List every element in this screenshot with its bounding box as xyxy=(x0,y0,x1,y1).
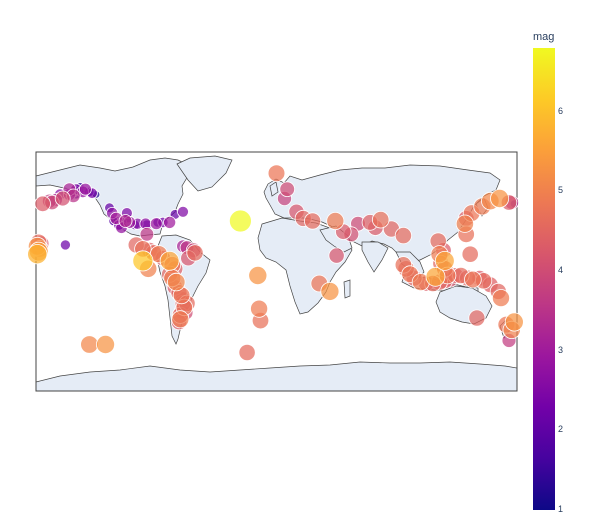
earthquake-marker[interactable] xyxy=(320,281,340,301)
colorbar-tick-label: 5 xyxy=(558,185,564,196)
earthquake-marker[interactable] xyxy=(434,250,455,271)
antarctica xyxy=(35,361,518,392)
earthquake-marker[interactable] xyxy=(326,211,345,230)
earthquake-marker[interactable] xyxy=(468,309,486,327)
earthquake-marker[interactable] xyxy=(455,214,474,233)
colorbar-tick-label: 4 xyxy=(558,265,564,276)
earthquake-marker[interactable] xyxy=(186,244,204,262)
earthquake-marker[interactable] xyxy=(394,227,412,245)
earthquake-marker[interactable] xyxy=(132,250,154,272)
greenland xyxy=(176,155,233,192)
earthquake-marker[interactable] xyxy=(464,270,482,289)
colorbar-tick-label: 1 xyxy=(558,504,564,514)
earthquake-marker[interactable] xyxy=(425,266,446,287)
earthquake-marker[interactable] xyxy=(372,210,390,229)
earthquake-marker[interactable] xyxy=(228,209,252,233)
earthquake-marker[interactable] xyxy=(159,250,180,271)
india xyxy=(361,241,389,273)
colorbar-tick-label: 3 xyxy=(558,344,564,355)
earthquake-marker[interactable] xyxy=(27,244,48,265)
colorbar xyxy=(533,48,555,510)
earthquake-marker[interactable] xyxy=(79,182,92,196)
madagascar xyxy=(343,279,351,299)
earthquake-marker[interactable] xyxy=(279,181,296,198)
earthquake-marker[interactable] xyxy=(303,212,322,230)
earthquake-marker[interactable] xyxy=(59,239,71,251)
earthquake-marker[interactable] xyxy=(328,247,345,264)
colorbar-tick-label: 2 xyxy=(558,424,564,435)
uk xyxy=(269,181,279,197)
earthquake-marker[interactable] xyxy=(491,289,510,308)
earthquake-marker[interactable] xyxy=(461,245,479,263)
colorbar-tick-label: 6 xyxy=(558,105,564,116)
earthquake-marker[interactable] xyxy=(490,188,510,208)
earthquake-marker[interactable] xyxy=(238,343,256,362)
earthquake-marker[interactable] xyxy=(80,335,99,354)
colorbar-title: mag xyxy=(533,31,555,43)
earthquake-marker[interactable] xyxy=(267,164,286,183)
earthquake-marker[interactable] xyxy=(504,312,524,332)
earthquake-marker[interactable] xyxy=(118,214,133,228)
earthquake-marker[interactable] xyxy=(248,265,268,285)
earthquake-marker[interactable] xyxy=(167,272,186,292)
map-frame xyxy=(35,151,518,392)
earthquake-marker[interactable] xyxy=(96,334,116,354)
earthquake-marker[interactable] xyxy=(171,310,190,329)
earthquake-marker[interactable] xyxy=(149,217,163,231)
earthquake-marker[interactable] xyxy=(250,299,269,318)
earthquake-marker[interactable] xyxy=(54,190,71,207)
earthquake-points xyxy=(27,164,524,362)
earthquake-marker[interactable] xyxy=(177,205,189,218)
earthquake-marker[interactable] xyxy=(34,195,51,213)
earthquake-marker[interactable] xyxy=(163,215,177,229)
